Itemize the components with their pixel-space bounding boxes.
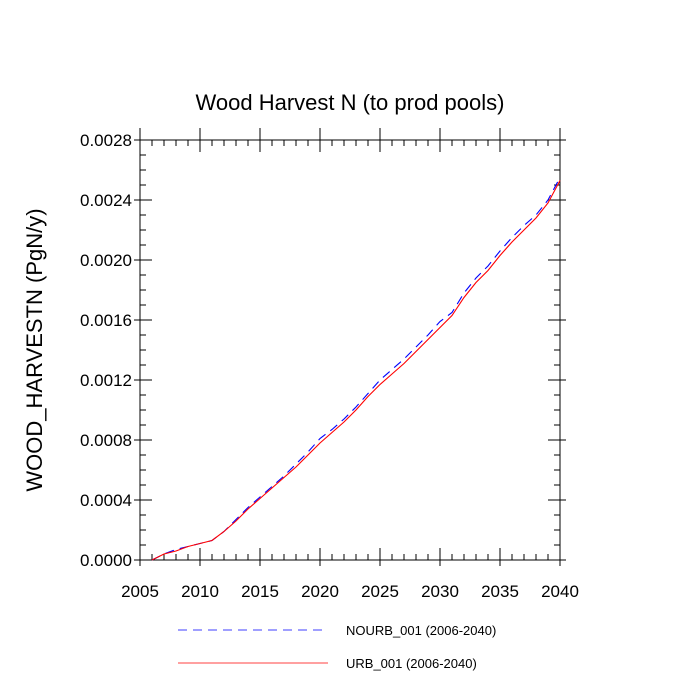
- series-line-nourb: [151, 177, 561, 561]
- legend: NOURB_001 (2006-2040) URB_001 (2006-2040): [178, 623, 496, 671]
- y-axis-label: WOOD_HARVESTN (PgN/y): [22, 208, 47, 491]
- y-tick-label: 0.0012: [80, 371, 132, 390]
- y-tick-label: 0.0028: [80, 131, 132, 150]
- legend-label-urb: URB_001 (2006-2040): [346, 656, 477, 671]
- axis-ticks: [134, 128, 566, 566]
- x-tick-label: 2005: [121, 582, 159, 601]
- y-tick-label: 0.0020: [80, 251, 132, 270]
- plot-frame: [139, 139, 561, 561]
- x-tick-label: 2025: [361, 582, 399, 601]
- x-tick-label: 2015: [241, 582, 279, 601]
- y-tick-label: 0.0008: [80, 431, 132, 450]
- series-lines: [151, 177, 561, 561]
- axis-tick-labels: 2005 2010 2015 2020 2025 2030 2035 2040 0.0000 0.…: [80, 131, 579, 601]
- y-tick-label: 0.0024: [80, 191, 132, 210]
- series-line-urb: [151, 180, 561, 561]
- y-tick-label: 0.0000: [80, 551, 132, 570]
- legend-label-nourb: NOURB_001 (2006-2040): [346, 623, 496, 638]
- y-tick-label: 0.0016: [80, 311, 132, 330]
- chart-title: Wood Harvest N (to prod pools): [196, 90, 505, 115]
- x-tick-label: 2040: [541, 582, 579, 601]
- x-tick-label: 2030: [421, 582, 459, 601]
- x-tick-label: 2035: [481, 582, 519, 601]
- x-tick-label: 2020: [301, 582, 339, 601]
- y-tick-label: 0.0004: [80, 491, 132, 510]
- x-tick-label: 2010: [181, 582, 219, 601]
